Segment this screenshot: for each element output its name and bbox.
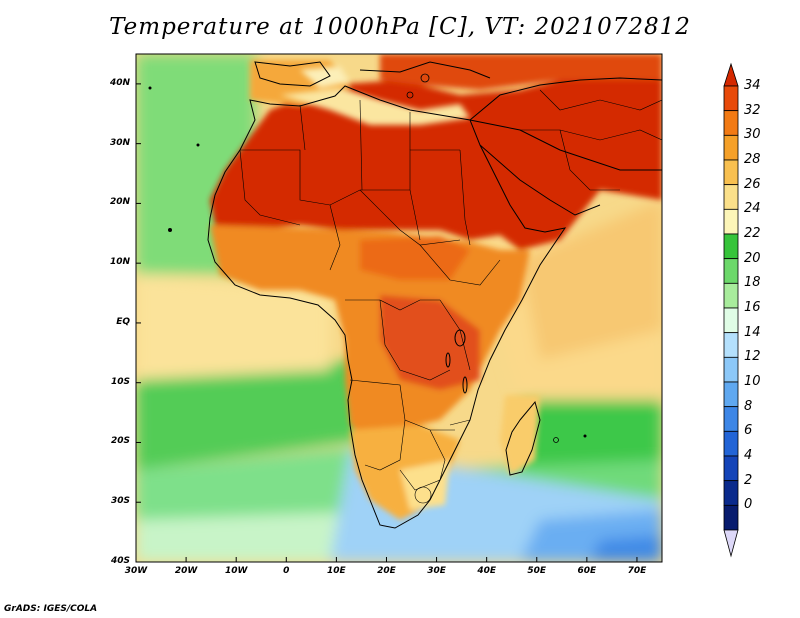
- lat-tick-label: EQ: [116, 316, 130, 327]
- colorbar-swatch: [723, 110, 739, 136]
- colorbar-swatch: [723, 258, 739, 284]
- map-frame: [135, 53, 663, 563]
- lon-tick-label: 60E: [577, 566, 597, 576]
- colorbar-level-label: 24: [744, 201, 761, 217]
- map-title: Temperature at 1000hPa [C], VT: 20210728…: [109, 14, 691, 40]
- lon-tick-label: 30W: [124, 566, 148, 576]
- colorbar-upper-tip: [723, 62, 739, 87]
- colorbar-swatch: [723, 282, 739, 309]
- colorbar-swatch: [723, 332, 739, 358]
- lat-tick-label: 20N: [109, 197, 130, 208]
- lon-tick-label: 50E: [527, 566, 547, 576]
- colorbar-swatch: [723, 184, 739, 210]
- lon-tick-label: 70E: [627, 566, 647, 576]
- lon-tick-label: 30E: [427, 566, 446, 576]
- colorbar-level-label: 8: [744, 398, 753, 414]
- colorbar-level-label: 22: [744, 226, 761, 241]
- colorbar-level-label: 6: [744, 423, 753, 439]
- lat-tick-label: 40S: [110, 556, 130, 566]
- lon-tick-label: 20W: [174, 566, 198, 576]
- colorbar-swatch: [723, 430, 739, 457]
- colorbar-swatch: [723, 356, 739, 383]
- colorbar-level-label: 16: [744, 300, 761, 315]
- colorbar-swatch: [723, 85, 739, 112]
- credit-text: GrADS: IGES/COLA: [4, 604, 98, 614]
- colorbar-swatch: [723, 504, 739, 531]
- lon-tick-label: 20E: [377, 566, 396, 576]
- colorbar-swatch: [723, 208, 739, 235]
- colorbar-swatch: [723, 381, 739, 408]
- colorbar-level-label: 28: [744, 152, 761, 167]
- lat-tick-label: 30N: [109, 137, 130, 148]
- colorbar-swatch: [723, 480, 739, 506]
- colorbar-swatch: [723, 455, 739, 482]
- colorbar-level-label: 2: [744, 472, 753, 488]
- colorbar-lower-tip: [723, 529, 739, 558]
- lat-tick-label: 30S: [110, 496, 130, 507]
- colorbar-level-label: 20: [744, 250, 761, 266]
- lat-tick-label: 10N: [109, 257, 130, 268]
- lon-tick-label: 0: [283, 566, 290, 576]
- lon-tick-label: 40E: [477, 566, 496, 576]
- colorbar-level-label: 0: [744, 497, 753, 513]
- colorbar-level-label: 12: [744, 349, 761, 365]
- temperature-field: [136, 54, 662, 562]
- axis-ticks: [135, 83, 638, 563]
- colorbar-swatch: [723, 406, 739, 432]
- colorbar-level-label: 26: [744, 176, 761, 192]
- colorbar: [723, 62, 739, 558]
- colorbar-swatch: [723, 233, 739, 260]
- lakes-islands: [148, 73, 587, 443]
- colorbar-level-label: 34: [744, 78, 761, 93]
- colorbar-level-label: 10: [744, 374, 761, 389]
- colorbar-level-label: 4: [744, 448, 753, 463]
- lat-tick-label: 10S: [110, 376, 130, 387]
- colorbar-level-label: 32: [744, 102, 761, 118]
- colorbar-swatch: [723, 159, 739, 186]
- colorbar-level-label: 30: [744, 127, 761, 143]
- lon-tick-label: 10W: [224, 566, 248, 576]
- colorbar-swatch: [723, 134, 739, 161]
- lat-tick-label: 40N: [109, 77, 130, 88]
- coastlines: [207, 61, 662, 529]
- lon-tick-label: 10E: [327, 566, 346, 576]
- colorbar-level-label: 18: [744, 275, 761, 291]
- lat-tick-label: 20S: [110, 436, 130, 447]
- colorbar-level-label: 14: [744, 324, 761, 340]
- colorbar-swatch: [723, 307, 739, 334]
- country-borders: [239, 89, 662, 504]
